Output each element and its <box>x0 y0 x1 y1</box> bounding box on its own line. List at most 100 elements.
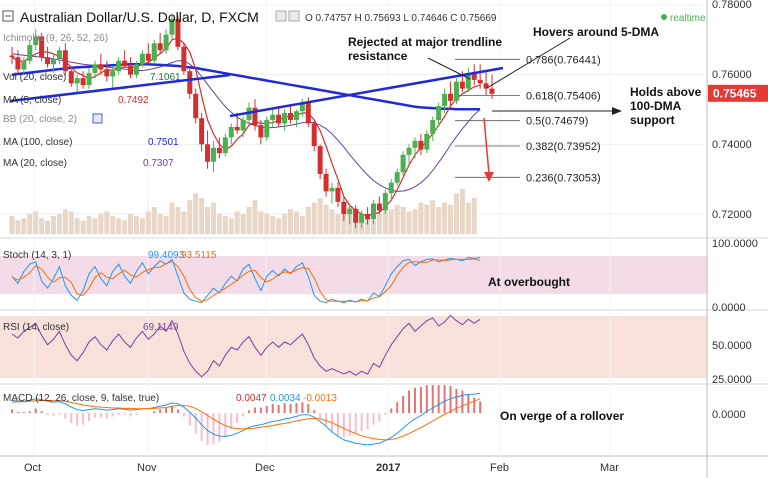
ma100-legend[interactable]: MA (100, close) <box>3 137 72 148</box>
candle-body-5 <box>39 36 45 58</box>
price-tick-1: 0.76000 <box>712 69 752 81</box>
candle-body-41 <box>252 107 258 126</box>
rsi-line-path <box>11 314 481 378</box>
candle-body-81 <box>489 88 495 94</box>
candle-body-56 <box>341 201 347 214</box>
volume-bar-54 <box>329 209 335 234</box>
macd-legend[interactable]: MACD (12, 26, close, 9, false, true) <box>3 393 159 404</box>
candle-body-62 <box>376 203 382 211</box>
candle-body-11 <box>74 78 80 84</box>
candle-body-76 <box>459 81 465 89</box>
candle-body-36 <box>222 137 228 154</box>
volume-bar-17 <box>110 216 116 234</box>
ichimoku-legend[interactable]: Ichimoku (9, 26, 52, 26) <box>3 33 108 44</box>
volume-bar-43 <box>264 213 270 234</box>
stoch-overbought-band <box>0 256 707 294</box>
volume-bar-53 <box>323 204 329 234</box>
volume-bar-24 <box>151 207 157 234</box>
candle-body-48 <box>293 111 299 120</box>
candle-body-52 <box>317 146 323 174</box>
candle-body-73 <box>442 93 448 107</box>
ma20-legend[interactable]: MA (20, close) <box>3 158 67 169</box>
candle-body-35 <box>216 147 222 154</box>
volume-bar-15 <box>98 213 104 234</box>
collapse-icon[interactable] <box>2 10 14 22</box>
candle-body-47 <box>288 112 294 120</box>
candlesticks <box>9 13 495 228</box>
volume-bar-77 <box>465 202 471 234</box>
volume-bar-62 <box>376 213 382 234</box>
volume-bar-9 <box>62 209 68 234</box>
volume-bar-55 <box>335 213 341 234</box>
candle-body-72 <box>436 106 442 120</box>
candle-body-78 <box>471 72 477 80</box>
candle-body-74 <box>448 93 454 101</box>
volume-bar-38 <box>234 211 240 234</box>
vol-legend[interactable]: Vol (20, close) <box>3 72 66 83</box>
candle-body-37 <box>228 126 234 138</box>
fib-label-4: 0.236(0.73053) <box>526 172 601 184</box>
fib-label-3: 0.382(0.73952) <box>526 141 601 153</box>
symbol-title: Australian Dollar/U.S. Dollar, D, FXCM <box>20 9 259 25</box>
ma100-value: 0.7501 <box>148 137 179 148</box>
rsi-value: 69.1149 <box>143 322 179 333</box>
annotation-hover: Hovers around 5-DMA <box>533 25 659 39</box>
volume-bar-0 <box>9 216 15 234</box>
candle-body-49 <box>299 102 305 112</box>
bb-legend[interactable]: BB (20, close, 2) <box>3 114 77 125</box>
ma100-line <box>11 62 481 111</box>
volume-bar-74 <box>448 204 454 234</box>
volume-bar-61 <box>370 220 376 234</box>
volume-bar-37 <box>228 218 234 234</box>
volume-bar-28 <box>175 207 181 234</box>
candle-body-80 <box>483 83 489 89</box>
rsi-legend[interactable]: RSI (14, close) <box>3 322 69 333</box>
last-price: 0.75465 <box>713 86 757 100</box>
candle-body-53 <box>323 173 329 192</box>
candle-body-34 <box>210 147 216 162</box>
candle-body-17 <box>110 71 116 77</box>
volume-bar-76 <box>459 189 465 234</box>
volume-bar-5 <box>39 218 45 234</box>
candle-body-8 <box>56 50 62 59</box>
candle-body-71 <box>430 119 436 134</box>
candle-body-59 <box>359 214 365 223</box>
volume-bar-44 <box>270 216 276 234</box>
volume-bar-73 <box>442 202 448 234</box>
stoch-tick-100: 100.0000 <box>712 238 758 250</box>
candle-body-64 <box>388 182 394 194</box>
settings-icon[interactable] <box>275 10 287 22</box>
candle-body-54 <box>329 187 335 192</box>
trendline-resistance <box>229 66 504 118</box>
ma5-legend[interactable]: MA (5, close) <box>3 95 61 106</box>
volume-bar-27 <box>169 202 175 234</box>
bb-settings-icon[interactable] <box>92 113 103 124</box>
volume-bar-42 <box>258 211 264 234</box>
candle-body-43 <box>264 119 270 138</box>
candle-body-7 <box>50 58 56 65</box>
volume-bar-50 <box>305 207 311 234</box>
stoch-legend[interactable]: Stoch (14, 3, 1) <box>3 250 71 261</box>
annotation-holds-3: support <box>630 113 675 127</box>
candle-body-30 <box>187 71 193 94</box>
fib-label-2: 0.5(0.74679) <box>526 116 588 128</box>
candle-body-4 <box>33 36 39 46</box>
fib-label-0: 0.786(0.76441) <box>526 54 601 66</box>
candle-body-20 <box>128 65 134 75</box>
stoch-k-line <box>11 256 481 304</box>
annotation-holds-1: Holds above <box>630 85 702 99</box>
macd-hist-value: 0.0047 <box>236 393 267 404</box>
vol-value: 7.1061 <box>150 72 181 83</box>
volume-bar-39 <box>240 213 246 234</box>
candle-body-60 <box>365 214 371 220</box>
candle-body-12 <box>80 78 86 86</box>
volume-bar-68 <box>412 209 418 234</box>
price-axis: 0.78000 0.76000 0.74000 0.72000 0.75465 … <box>708 0 768 421</box>
volume-bar-20 <box>128 213 134 234</box>
time-tick-nov: Nov <box>137 462 157 474</box>
volume-bar-14 <box>92 218 98 234</box>
volume-bar-34 <box>210 202 216 234</box>
close-icon[interactable] <box>288 10 300 22</box>
